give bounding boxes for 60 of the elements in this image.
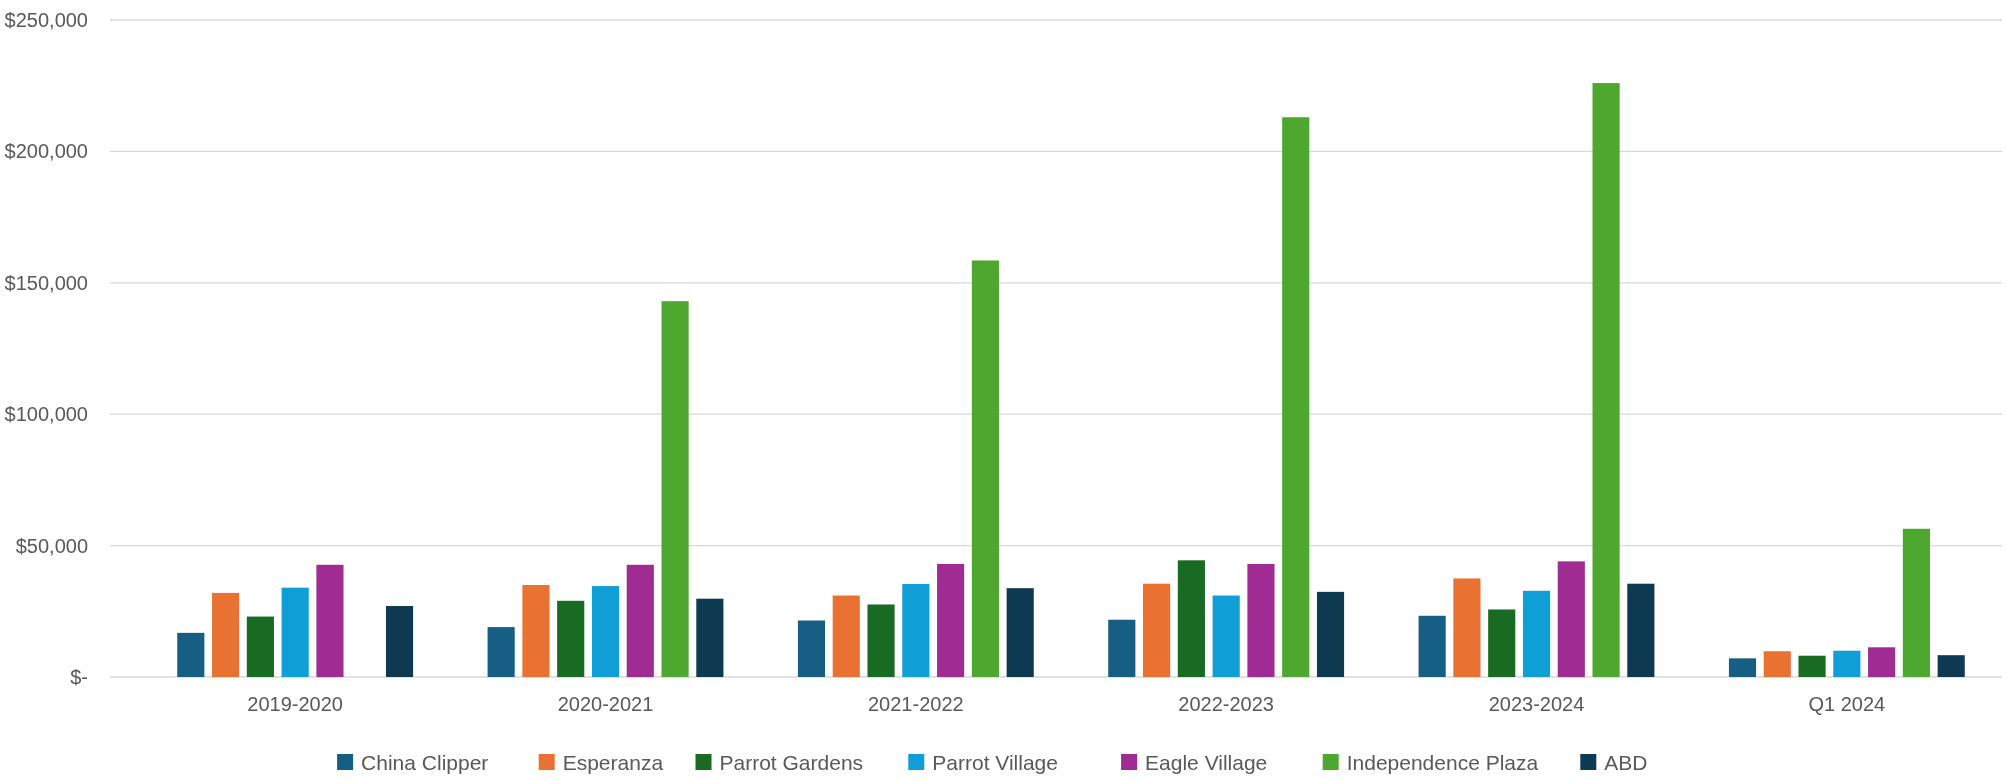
y-tick-label: $- xyxy=(70,666,88,688)
bar xyxy=(591,586,620,677)
y-tick-label: $100,000 xyxy=(4,403,88,426)
bar xyxy=(626,564,654,677)
bar xyxy=(1177,560,1205,677)
bar xyxy=(696,598,724,677)
bar xyxy=(1488,609,1516,677)
legend-label: Eagle Village xyxy=(1145,751,1268,775)
bar xyxy=(1763,651,1791,677)
bar xyxy=(1868,647,1896,677)
bar xyxy=(1522,590,1551,677)
bar xyxy=(557,600,585,677)
bar xyxy=(797,620,826,677)
bar xyxy=(867,604,895,677)
bar xyxy=(1937,655,1965,677)
bar xyxy=(212,592,240,677)
y-tick-label: $150,000 xyxy=(4,271,88,294)
x-tick-label: 2023-2024 xyxy=(1488,693,1585,715)
bar xyxy=(971,260,999,677)
legend-label: ABD xyxy=(1604,751,1648,775)
legend-label: Parrot Gardens xyxy=(719,751,864,775)
bar xyxy=(1902,528,1930,677)
bar xyxy=(1108,619,1136,677)
bar xyxy=(316,564,344,677)
y-tick-label: $200,000 xyxy=(4,140,88,163)
bar xyxy=(1453,578,1481,677)
x-tick-label: 2022-2023 xyxy=(1178,693,1274,715)
bar xyxy=(281,587,309,677)
x-tick-label: Q1 2024 xyxy=(1808,693,1886,715)
bar xyxy=(1282,117,1310,677)
legend-label: Parrot Village xyxy=(932,751,1058,775)
bar xyxy=(1798,655,1826,677)
legend-label: Esperanza xyxy=(562,751,664,775)
bar xyxy=(1557,561,1585,677)
bar xyxy=(487,627,515,677)
bar xyxy=(1592,83,1620,677)
bar xyxy=(1833,650,1861,677)
bar xyxy=(1143,583,1171,677)
bar xyxy=(522,585,550,677)
x-tick-label: 2019-2020 xyxy=(247,693,343,715)
x-tick-label: 2020-2021 xyxy=(557,693,654,715)
bar xyxy=(1418,615,1446,677)
bar xyxy=(1006,588,1034,677)
y-tick-label: $50,000 xyxy=(15,534,88,557)
bar xyxy=(1212,595,1240,677)
legend-label: Independence Plaza xyxy=(1346,751,1539,775)
x-tick-label: 2021-2022 xyxy=(868,693,964,715)
bar xyxy=(661,301,689,677)
bar xyxy=(177,632,205,677)
bar xyxy=(937,564,965,677)
bar xyxy=(1728,658,1757,677)
bar xyxy=(246,616,274,677)
bar xyxy=(902,583,930,677)
legend-label: China Clipper xyxy=(361,751,489,775)
bar xyxy=(832,595,860,677)
bar xyxy=(1316,591,1345,677)
bar xyxy=(385,606,414,677)
y-tick-label: $250,000 xyxy=(4,9,88,31)
bar xyxy=(1247,564,1275,677)
bar xyxy=(1627,583,1655,677)
